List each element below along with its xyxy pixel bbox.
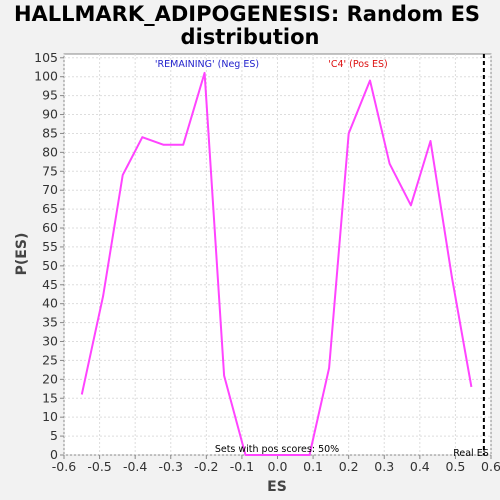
x-tick-label: -0.4 xyxy=(123,459,147,474)
y-tick-label: 90 xyxy=(42,107,58,122)
y-tick-label: 55 xyxy=(42,239,58,254)
x-tick-label: 0.3 xyxy=(374,459,394,474)
y-axis-label: P(ES) xyxy=(14,233,30,276)
y-tick-label: 95 xyxy=(42,88,58,103)
pos-es-label: 'C4' (Pos ES) xyxy=(328,59,388,70)
y-axis-ticks: 0 5 10 15 20 25 30 35 40 45 50 55 60 65 70 75 80 85 90 95 10… xyxy=(34,50,64,462)
chart-title-line-1: HALLMARK_ADIPOGENESIS: Random ES xyxy=(14,2,480,26)
series-line xyxy=(80,71,473,456)
x-tick-label: -0.1 xyxy=(230,459,254,474)
y-tick-label: 65 xyxy=(42,201,58,216)
x-tick-label: -0.6 xyxy=(52,459,76,474)
real-es-label: Real ES xyxy=(453,448,489,459)
y-tick-label: 5 xyxy=(50,428,58,443)
x-tick-label: 0.1 xyxy=(303,459,323,474)
y-tick-label: 85 xyxy=(42,125,58,140)
y-tick-label: 45 xyxy=(42,277,58,292)
y-tick-label: 10 xyxy=(42,409,58,424)
x-axis-label: ES xyxy=(267,479,287,495)
y-tick-label: 40 xyxy=(42,296,58,311)
y-tick-label: 35 xyxy=(42,315,58,330)
x-tick-label: -0.2 xyxy=(194,459,218,474)
chart-title-line-2: distribution xyxy=(181,25,320,49)
x-tick-label: 0.6 xyxy=(481,459,500,474)
y-tick-label: 25 xyxy=(42,352,58,367)
neg-es-label: 'REMAINING' (Neg ES) xyxy=(155,59,259,70)
x-tick-label: 0.2 xyxy=(339,459,359,474)
pos-scores-annotation: Sets with pos scores: 50% xyxy=(215,444,339,455)
x-tick-label: -0.5 xyxy=(87,459,111,474)
y-tick-label: 50 xyxy=(42,258,58,273)
y-tick-label: 105 xyxy=(34,50,58,65)
y-tick-label: 60 xyxy=(42,220,58,235)
x-tick-label: 0.5 xyxy=(445,459,465,474)
y-tick-label: 0 xyxy=(50,447,58,462)
y-tick-label: 30 xyxy=(42,334,58,349)
y-tick-label: 15 xyxy=(42,390,58,405)
x-tick-label: -0.3 xyxy=(159,459,183,474)
y-tick-label: 75 xyxy=(42,163,58,178)
x-tick-label: 0.4 xyxy=(410,459,430,474)
y-tick-label: 80 xyxy=(42,144,58,159)
x-tick-label: 0.0 xyxy=(268,459,288,474)
y-tick-label: 20 xyxy=(42,371,58,386)
y-tick-label: 70 xyxy=(42,182,58,197)
y-tick-label: 100 xyxy=(34,69,58,84)
x-axis-ticks: -0.6 -0.5 -0.4 -0.3 -0.2 -0.1 0.0 0.1 0.2 0.3 0.4 0… xyxy=(52,455,500,474)
series-layer xyxy=(80,71,473,456)
